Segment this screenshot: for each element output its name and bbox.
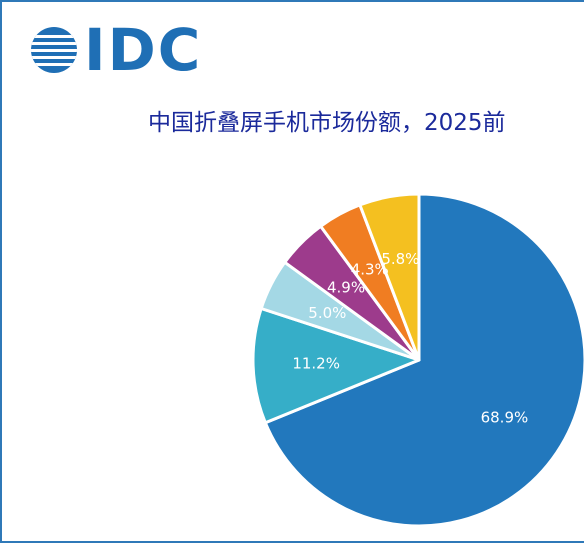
logo-text: IDC <box>84 16 203 84</box>
pie-labels: 68.9% 11.2% 5.0% 4.9%4.3%5.8% <box>292 250 528 427</box>
chart-title: 中国折叠屏手机市场份额，2025前 <box>148 110 506 136</box>
pie-slices <box>251 192 584 528</box>
idc-globe-icon <box>31 27 77 73</box>
pie-slice-label: 11.2% <box>292 355 340 373</box>
idc-logo: IDC <box>30 20 202 80</box>
pie-slice-label: 68.9% <box>481 408 529 426</box>
pie-slice-label: 4.9% <box>327 278 365 296</box>
pie-slice-label: 5.0% <box>308 304 346 322</box>
pie-slice <box>358 192 421 362</box>
pie-slice-label: 5.8% <box>381 250 419 268</box>
pie-slice-label: 4.3% <box>351 261 389 279</box>
pie-slice <box>251 307 421 425</box>
pie-slice <box>263 192 584 528</box>
